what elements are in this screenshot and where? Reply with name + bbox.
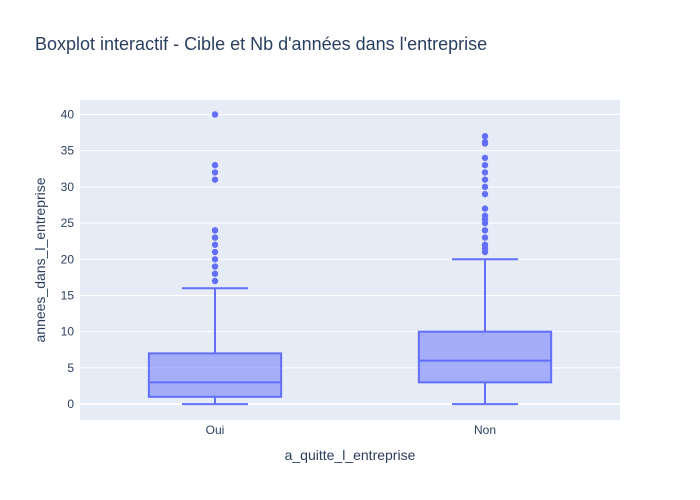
iqr-box (147, 352, 283, 398)
outlier-point (481, 154, 489, 162)
outlier-point (481, 138, 489, 146)
outlier-point (481, 183, 489, 191)
y-tick-label: 15 (61, 288, 75, 302)
outlier-point (211, 161, 219, 169)
outlier-point (481, 234, 489, 241)
outlier-point (481, 169, 489, 176)
y-tick-label: 25 (61, 216, 75, 230)
outlier-point (481, 241, 489, 248)
y-tick-label: 20 (61, 252, 75, 266)
boxes (147, 111, 553, 406)
y-tick-label: 40 (61, 107, 75, 121)
iqr-box (417, 330, 553, 384)
outlier-point (481, 132, 489, 140)
outlier-point (481, 161, 489, 169)
y-tick-label: 10 (61, 325, 75, 339)
grid-lines (80, 113, 620, 406)
outlier-point (211, 169, 219, 176)
outlier-point (481, 212, 489, 220)
y-tick-label: 5 (67, 361, 74, 375)
x-axis-title: a_quitte_l_entreprise (285, 447, 416, 463)
outlier-point (211, 270, 219, 277)
box-non (417, 132, 553, 406)
outlier-point (481, 205, 489, 212)
outlier-point (211, 176, 219, 183)
outlier-point (211, 111, 219, 118)
y-tick-label: 30 (61, 180, 75, 194)
outlier-point (211, 234, 219, 241)
outlier-point (211, 227, 219, 234)
y-axis-title: annees_dans_l_entreprise (32, 177, 48, 342)
outlier-point (211, 263, 219, 270)
box-oui (147, 111, 283, 406)
y-tick-labels: 0 5 10 15 20 25 30 35 40 (61, 107, 75, 411)
outlier-point (211, 277, 219, 285)
outlier-point (211, 256, 219, 263)
x-tick-label: Oui (206, 423, 225, 437)
y-tick-label: 35 (61, 144, 75, 158)
y-tick-label: 0 (67, 397, 74, 411)
outlier-point (481, 190, 489, 198)
chart-title: Boxplot interactif - Cible et Nb d'année… (35, 34, 487, 54)
x-tick-labels: Oui Non (206, 423, 496, 437)
outlier-point (211, 248, 219, 256)
x-tick-label: Non (474, 423, 496, 437)
outlier-point (211, 241, 219, 248)
outlier-point (481, 176, 489, 183)
outlier-point (481, 227, 489, 234)
